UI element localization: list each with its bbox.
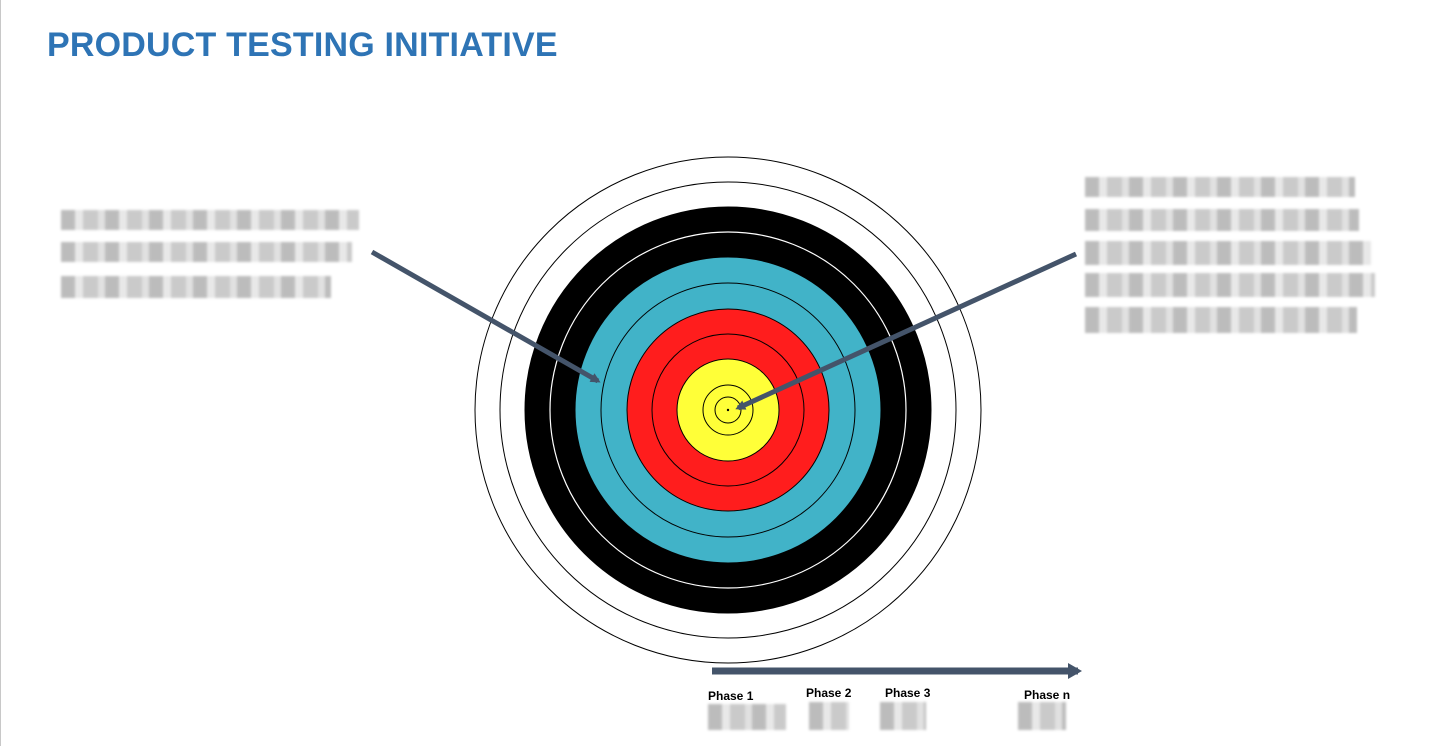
left-callout-arrow: [370, 249, 601, 384]
slide-title: PRODUCT TESTING INITIATIVE: [47, 26, 558, 64]
phase-label-1: Phase 1: [708, 689, 754, 703]
phase-label-3: Phase 3: [885, 686, 931, 700]
right-callout-arrow: [735, 251, 1078, 411]
archery-target: [474, 156, 982, 664]
slide-left-border: [0, 0, 1, 746]
phase-label-2: Phase 2: [806, 686, 852, 700]
target-center-dot: [726, 408, 730, 412]
phase-label-n: Phase n: [1024, 688, 1071, 702]
